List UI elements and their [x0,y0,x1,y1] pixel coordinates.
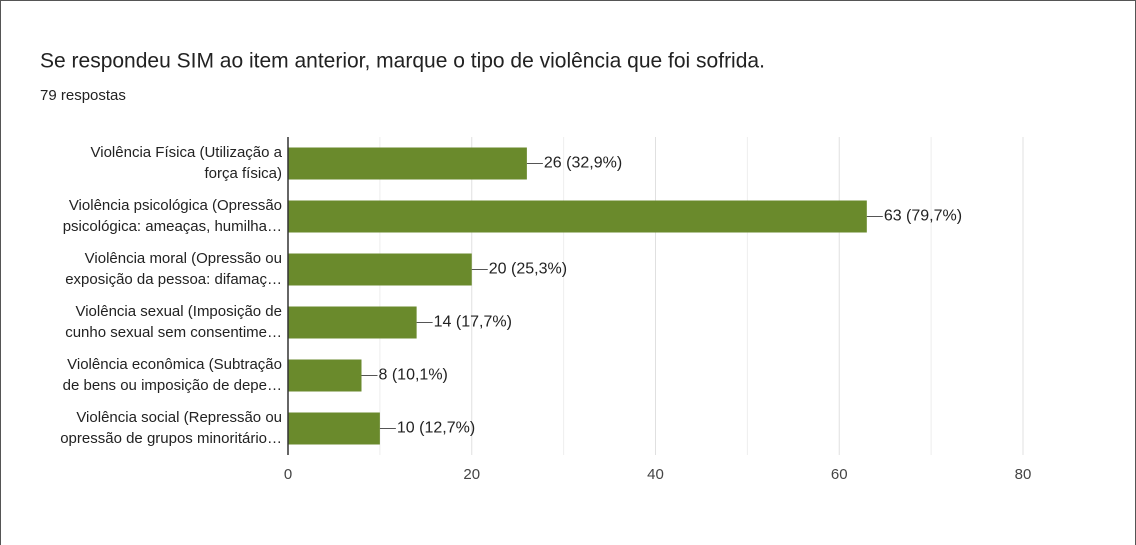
value-label: 8 (10,1%) [379,367,448,384]
y-tick-label: Violência moral (Opressão ou [85,250,282,267]
chart-title: Se respondeu SIM ao item anterior, marqu… [40,50,765,73]
chart-subtitle: 79 respostas [40,87,126,104]
y-tick-label: força física) [204,165,282,182]
value-label: 26 (32,9%) [544,155,622,172]
x-tick-label: 40 [647,466,664,483]
x-tick-label: 0 [284,466,292,483]
y-tick-label: Violência psicológica (Opressão [69,197,282,214]
y-tick-label: Violência social (Repressão ou [76,409,282,426]
value-label: 10 (12,7%) [397,420,475,437]
bar [288,253,472,286]
value-label: 20 (25,3%) [489,261,567,278]
bar [288,306,417,339]
y-tick-label: de bens ou imposição de depe… [63,377,282,394]
y-tick-label: Violência sexual (Imposição de [75,303,282,320]
bar [288,359,362,392]
y-tick-label: opressão de grupos minoritário… [60,430,282,447]
y-tick-label: exposição da pessoa: difamaç… [65,271,282,288]
y-tick-label: psicológica: ameaças, humilha… [63,218,282,235]
y-tick-label: Violência Física (Utilização a [91,144,283,161]
x-tick-label: 80 [1015,466,1032,483]
bar [288,412,380,445]
value-label: 63 (79,7%) [884,208,962,225]
y-tick-label: cunho sexual sem consentime… [65,324,282,341]
bar [288,200,867,233]
bar [288,147,527,180]
y-tick-label: Violência econômica (Subtração [67,356,282,373]
x-tick-label: 20 [463,466,480,483]
value-label: 14 (17,7%) [434,314,512,331]
x-tick-label: 60 [831,466,848,483]
